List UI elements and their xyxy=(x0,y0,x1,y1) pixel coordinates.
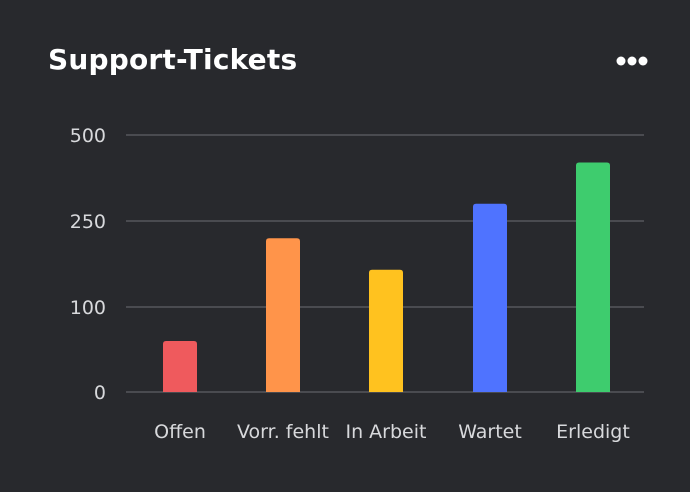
bar-wartet xyxy=(473,203,507,392)
x-tick-label: In Arbeit xyxy=(346,421,427,443)
x-tick-label: Erledigt xyxy=(556,421,630,443)
bar-offen xyxy=(163,341,197,392)
card-title: Support-Tickets xyxy=(48,43,298,76)
x-tick-label: Vorr. fehlt xyxy=(237,421,329,443)
y-axis-tick-labels: 0 100 250 500 xyxy=(70,125,106,404)
y-tick-label: 250 xyxy=(70,211,106,233)
x-tick-label: Offen xyxy=(154,421,206,443)
y-tick-label: 0 xyxy=(94,382,106,404)
more-horizontal-icon xyxy=(616,56,648,66)
bar-erledigt xyxy=(576,162,610,392)
bar-in-arbeit xyxy=(369,269,403,392)
x-axis-tick-labels: Offen Vorr. fehlt In Arbeit Wartet Erledigt xyxy=(154,421,630,443)
y-tick-label: 500 xyxy=(70,125,106,147)
bar-vorr-fehlt xyxy=(266,238,300,392)
bars xyxy=(163,162,610,392)
x-tick-label: Wartet xyxy=(458,421,522,443)
more-options-button[interactable] xyxy=(610,48,654,74)
y-tick-label: 100 xyxy=(70,297,106,319)
